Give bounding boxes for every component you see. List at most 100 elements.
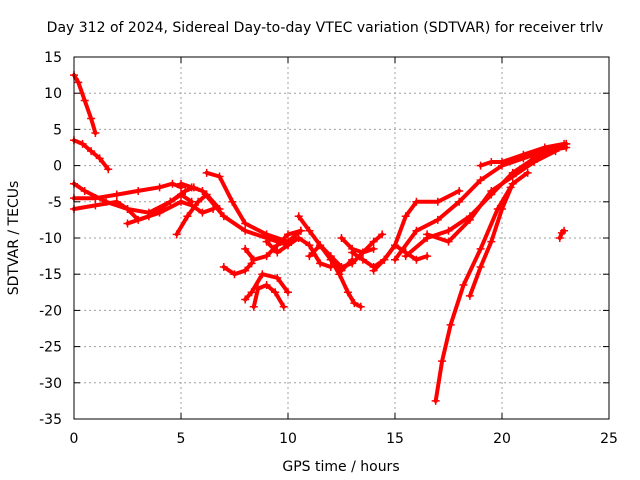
data-point [198, 208, 207, 217]
data-point [305, 226, 314, 235]
data-point [401, 212, 410, 221]
data-point [177, 179, 185, 188]
data-point [412, 226, 421, 235]
data-point [294, 234, 303, 242]
data-point [219, 262, 228, 271]
x-tick-label: 0 [70, 431, 79, 447]
y-tick-label: -25 [39, 340, 62, 356]
data-point [177, 197, 185, 206]
data-point [391, 255, 399, 264]
data-point [433, 197, 442, 206]
data-point [241, 244, 250, 253]
data-point [91, 201, 100, 210]
data-point [87, 147, 96, 156]
data-point [172, 230, 181, 239]
data-point [194, 197, 203, 206]
data-point [273, 241, 282, 250]
data-point [241, 219, 250, 228]
x-tick-label: 10 [279, 431, 297, 447]
data-point [540, 143, 549, 152]
data-point [155, 183, 164, 192]
data-point [560, 139, 569, 148]
data-point [241, 226, 250, 235]
data-point [74, 78, 83, 87]
data-point [465, 215, 474, 224]
data-point [305, 241, 314, 250]
data-point [391, 241, 399, 250]
data-point [262, 237, 271, 246]
data-point [337, 262, 346, 271]
y-tick-label: -35 [39, 412, 62, 428]
data-point [433, 215, 442, 224]
data-point [431, 396, 440, 405]
data-point [123, 219, 132, 228]
data-point [284, 288, 292, 297]
y-tick-label: 15 [44, 50, 62, 66]
data-point [476, 176, 485, 185]
data-point [337, 234, 346, 242]
data-point [348, 248, 357, 257]
data-point [530, 157, 539, 166]
data-point [369, 244, 378, 253]
data-point [202, 168, 211, 177]
series-track-23 [425, 141, 569, 244]
data-point [273, 248, 282, 257]
data-point [401, 252, 410, 261]
data-point [316, 259, 325, 268]
data-point [350, 299, 359, 308]
data-point [258, 270, 267, 279]
data-point [91, 129, 100, 138]
data-point [326, 255, 335, 264]
data-series [70, 71, 571, 405]
data-point [187, 183, 196, 192]
series-track-4 [72, 181, 183, 201]
data-point [476, 262, 485, 271]
series-track-18 [339, 232, 385, 255]
data-point [262, 281, 271, 290]
y-axis-label: SDTVAR / TECUs [6, 181, 22, 296]
data-point [198, 186, 207, 195]
data-point [181, 186, 190, 195]
data-point [476, 161, 485, 170]
data-point [80, 96, 89, 105]
axis-ticks: 0 5 10 15 20 25 15 10 5 0 -5 -10 -15 -20 -25 -30 -35 [39, 50, 618, 447]
data-point [284, 230, 292, 239]
y-tick-label: -30 [39, 376, 62, 392]
data-point [80, 186, 89, 195]
data-point [183, 212, 192, 221]
data-point [498, 157, 506, 166]
data-point [284, 241, 292, 250]
data-point [455, 186, 464, 195]
x-tick-label: 20 [493, 431, 511, 447]
data-point [423, 230, 432, 239]
data-point [78, 139, 87, 148]
data-point [296, 226, 305, 235]
data-point [273, 273, 282, 282]
data-point [87, 114, 96, 123]
x-axis-label: GPS time / hours [282, 459, 399, 475]
data-point [519, 150, 528, 159]
data-point [412, 255, 421, 264]
data-point [459, 281, 468, 290]
data-point [241, 266, 250, 275]
data-point [369, 237, 378, 246]
data-point [249, 302, 258, 311]
data-point [498, 205, 506, 214]
y-tick-label: -15 [39, 267, 62, 283]
data-point [316, 241, 325, 250]
data-point [455, 197, 464, 206]
data-point [444, 237, 453, 246]
y-tick-label: 0 [53, 159, 62, 175]
y-tick-label: 10 [44, 86, 62, 102]
series-track-25 [467, 170, 530, 298]
data-point [215, 172, 224, 181]
data-point [446, 320, 455, 329]
data-point [335, 270, 344, 279]
data-point [487, 157, 496, 166]
data-point [358, 248, 367, 257]
data-point [168, 179, 177, 188]
x-tick-label: 5 [177, 431, 186, 447]
data-point [412, 197, 421, 206]
data-point [378, 230, 387, 239]
